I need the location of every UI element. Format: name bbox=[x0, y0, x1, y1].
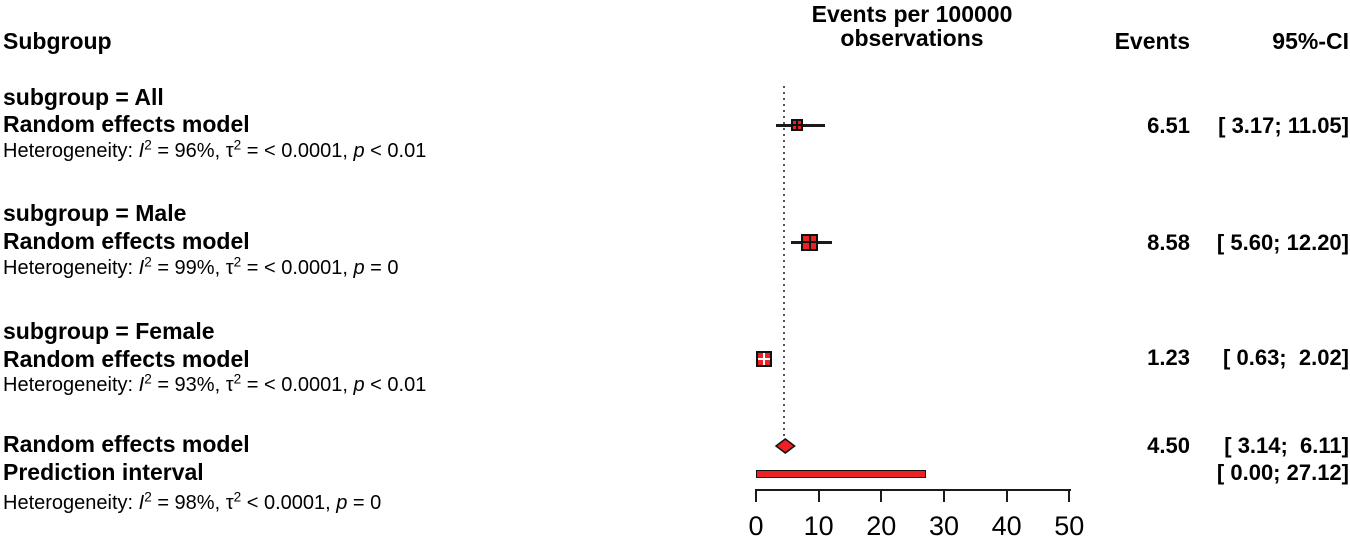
axis-tick-label: 30 bbox=[928, 511, 959, 541]
events-value: 6.51 bbox=[1147, 113, 1190, 138]
axis-tick-label: 40 bbox=[991, 511, 1022, 541]
events-value: 4.50 bbox=[1147, 433, 1190, 458]
ci-value: [ 5.60; 12.20] bbox=[1216, 230, 1349, 255]
square-cross-horizontal bbox=[757, 358, 770, 360]
square-cross-horizontal bbox=[803, 241, 817, 243]
forest-square-marker bbox=[790, 119, 803, 131]
p-value-symbol: p bbox=[353, 374, 365, 396]
square-cross-horizontal bbox=[792, 124, 801, 126]
forest-square-marker bbox=[801, 233, 819, 251]
heterogeneity-text: Heterogeneity: I2 = 93%, τ2 = < 0.0001, … bbox=[3, 371, 427, 396]
x-axis-tick bbox=[1068, 490, 1071, 502]
events-value: 8.58 bbox=[1147, 230, 1190, 255]
model-label: Random effects model bbox=[3, 111, 250, 137]
column-header-ci: 95%-CI bbox=[1272, 28, 1349, 54]
x-axis-tick bbox=[755, 490, 757, 502]
axis-tick-label: 0 bbox=[748, 511, 764, 541]
prediction-interval-bar bbox=[756, 470, 926, 478]
tau-squared-symbol: τ bbox=[225, 492, 234, 514]
axis-tick-label: 10 bbox=[803, 511, 834, 541]
plot-title-line1: Events per 100000 bbox=[811, 1, 1013, 27]
axis-tick-label: 50 bbox=[1054, 511, 1085, 541]
heterogeneity-text: Heterogeneity: I2 = 99%, τ2 = < 0.0001, … bbox=[3, 254, 399, 279]
i-squared-symbol: I bbox=[138, 374, 145, 396]
tau-squared-symbol: τ bbox=[225, 374, 234, 396]
p-value-symbol: p bbox=[353, 140, 365, 162]
tau-squared-symbol: τ bbox=[225, 257, 234, 279]
tau-squared-symbol: τ bbox=[225, 140, 234, 162]
subgroup-title: subgroup = Female bbox=[3, 318, 215, 344]
x-axis-line bbox=[754, 489, 1071, 491]
column-header-events: Events bbox=[1114, 28, 1190, 54]
overall-diamond-marker bbox=[774, 438, 796, 454]
x-axis-tick bbox=[817, 490, 820, 502]
subgroup-title: subgroup = Male bbox=[3, 200, 187, 226]
heterogeneity-text: Heterogeneity: I2 = 98%, τ2 < 0.0001, p … bbox=[3, 489, 382, 514]
subgroup-title: subgroup = All bbox=[3, 84, 164, 110]
column-header-subgroup: Subgroup bbox=[3, 28, 112, 54]
p-value-symbol: p bbox=[353, 257, 365, 279]
i-squared-symbol: I bbox=[138, 492, 145, 514]
model-label: Random effects model bbox=[3, 228, 250, 254]
ci-value: [ 0.63; 2.02] bbox=[1223, 345, 1349, 370]
plot-title-line2: observations bbox=[840, 25, 984, 51]
ci-value: [ 0.00; 27.12] bbox=[1216, 460, 1349, 485]
axis-tick-label: 20 bbox=[866, 511, 897, 541]
x-axis-tick bbox=[1005, 490, 1008, 502]
i-squared-symbol: I bbox=[138, 140, 145, 162]
reference-dotted-line bbox=[783, 86, 786, 438]
x-axis-tick bbox=[880, 490, 883, 502]
forest-square-marker bbox=[755, 351, 772, 367]
x-axis-tick bbox=[942, 490, 945, 502]
events-value: 1.23 bbox=[1147, 345, 1190, 370]
i-squared-symbol: I bbox=[138, 257, 145, 279]
ci-value: [ 3.14; 6.11] bbox=[1224, 433, 1349, 458]
model-label: Random effects model bbox=[3, 346, 250, 372]
overall-model-label: Random effects model bbox=[3, 431, 250, 457]
p-value-symbol: p bbox=[336, 492, 348, 514]
ci-value: [ 3.17; 11.05] bbox=[1218, 113, 1349, 138]
heterogeneity-text: Heterogeneity: I2 = 96%, τ2 = < 0.0001, … bbox=[3, 137, 427, 162]
prediction-interval-label: Prediction interval bbox=[3, 459, 204, 485]
